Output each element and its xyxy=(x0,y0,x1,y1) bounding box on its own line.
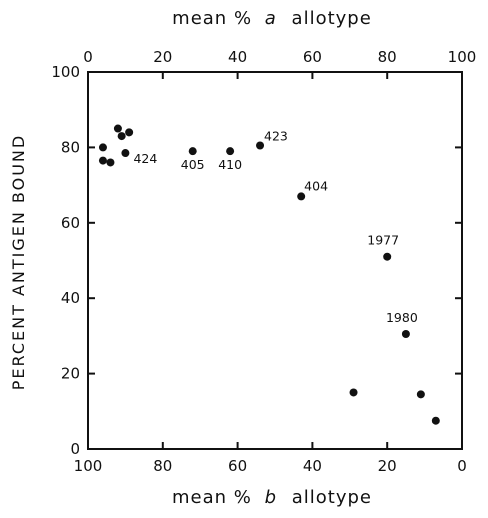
data-point xyxy=(431,416,440,425)
y-axis-tick-label: 0 xyxy=(70,440,80,458)
data-point xyxy=(121,149,130,158)
bottom-axis-tick-label: 100 xyxy=(74,457,103,475)
data-point xyxy=(188,147,197,156)
data-point-label: 424 xyxy=(133,151,157,166)
bottom-axis-ticks: 100 80 60 40 20 0 xyxy=(74,442,467,475)
y-axis-ticks: 0 20 40 60 80 100 xyxy=(51,63,462,458)
top-axis-tick-label: 20 xyxy=(153,48,172,66)
data-point xyxy=(125,128,134,137)
top-axis-tick-label: 0 xyxy=(83,48,93,66)
data-point xyxy=(416,390,425,399)
data-point-label: 1977 xyxy=(367,233,399,248)
data-point xyxy=(106,158,115,167)
plot-frame xyxy=(87,71,463,450)
top-axis-title-letter: a xyxy=(265,8,277,29)
bottom-axis-tick-label: 80 xyxy=(153,457,172,475)
data-point xyxy=(349,388,358,397)
y-axis-tick-label: 40 xyxy=(61,289,80,307)
data-point xyxy=(117,132,126,141)
data-point xyxy=(98,156,107,165)
top-axis-title-suffix: allotype xyxy=(292,8,372,29)
top-axis-tick-label: 100 xyxy=(448,48,477,66)
y-axis-tick-label: 80 xyxy=(61,138,80,156)
data-point xyxy=(226,147,235,156)
bottom-axis-title-letter: b xyxy=(265,487,277,508)
top-axis-ticks: 0 20 40 60 80 100 xyxy=(83,48,476,79)
data-point-label: 423 xyxy=(264,129,288,144)
bottom-axis-tick-label: 40 xyxy=(303,457,322,475)
bottom-axis-title: mean % b allotype xyxy=(172,487,372,508)
data-point-label: 405 xyxy=(181,157,205,172)
data-point-label: 1980 xyxy=(386,310,418,325)
top-axis-title: mean % a allotype xyxy=(172,8,372,29)
data-point xyxy=(256,141,265,150)
data-point xyxy=(297,192,306,201)
y-axis-tick-label: 60 xyxy=(61,214,80,232)
data-point-label: 410 xyxy=(218,157,242,172)
data-point xyxy=(113,124,122,133)
data-point xyxy=(98,143,107,152)
data-point xyxy=(383,252,392,261)
bottom-axis-tick-label: 20 xyxy=(378,457,397,475)
data-points: 424 405 410 423 404 1977 1980 xyxy=(98,124,440,425)
top-axis-tick-label: 60 xyxy=(303,48,322,66)
bottom-axis-tick-label: 0 xyxy=(457,457,467,475)
top-axis-tick-label: 40 xyxy=(228,48,247,66)
data-point-label: 404 xyxy=(304,178,328,193)
y-axis-tick-label: 100 xyxy=(51,63,80,81)
y-axis-tick-label: 20 xyxy=(61,365,80,383)
bottom-axis-tick-label: 60 xyxy=(228,457,247,475)
y-axis-title: PERCENT ANTIGEN BOUND xyxy=(9,134,28,390)
data-point xyxy=(401,330,410,339)
bottom-axis-title-prefix: mean % xyxy=(172,487,252,508)
top-axis-tick-label: 80 xyxy=(378,48,397,66)
bottom-axis-title-suffix: allotype xyxy=(292,487,372,508)
top-axis-title-prefix: mean % xyxy=(172,8,252,29)
